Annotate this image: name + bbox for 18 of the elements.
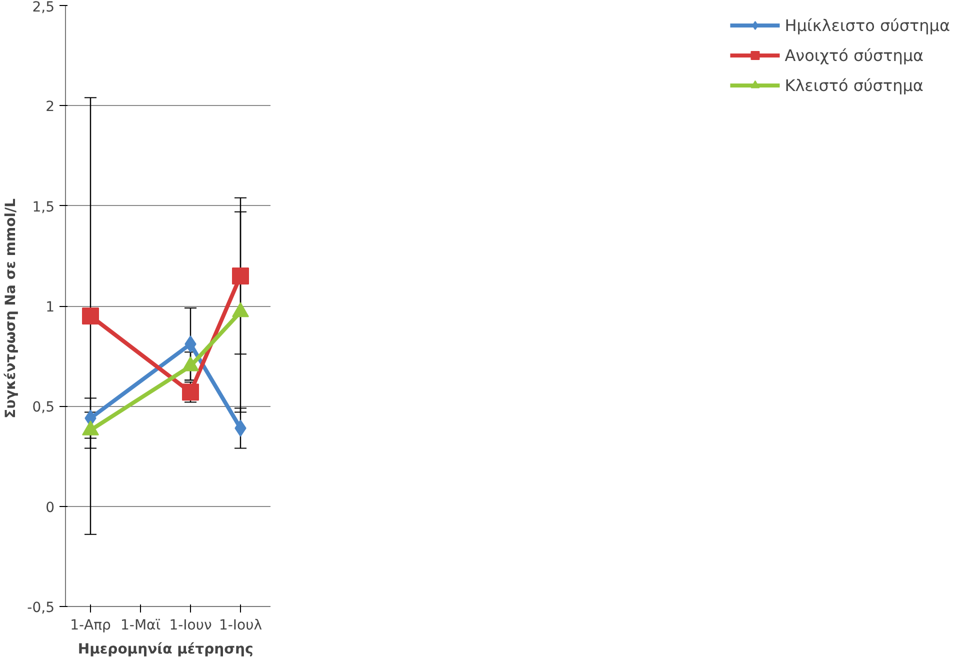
x-tick-label: 1-Ιουλ [218, 618, 262, 634]
y-axis-title: Συγκέντρωση Na σε mmol/L [3, 198, 20, 418]
x-tick-label: 1-Μαϊ [120, 618, 161, 634]
legend-label: Κλειστό σύστημα [784, 76, 924, 94]
point [232, 267, 249, 284]
x-tick-label: 1-Απρ [70, 618, 112, 634]
y-tick-label: -0,5 [27, 600, 55, 616]
x-axis-title: Ημερομηνία μέτρησης [78, 642, 254, 658]
x-tick-label: 1-Ιουν [169, 618, 212, 634]
y-tick-label: 2,5 [32, 0, 54, 16]
y-tick-label: 0,5 [32, 400, 54, 416]
point [82, 308, 99, 325]
y-tick-label: 1 [46, 300, 55, 316]
y-tick-label: 2 [46, 99, 55, 116]
legend-label: Ημίκλειστο σύστημα [784, 16, 950, 34]
legend-label: Ανοιχτό σύστημα [784, 46, 924, 64]
y-tick-label: 1,5 [32, 199, 54, 216]
y-tick-label: 0 [46, 500, 55, 516]
